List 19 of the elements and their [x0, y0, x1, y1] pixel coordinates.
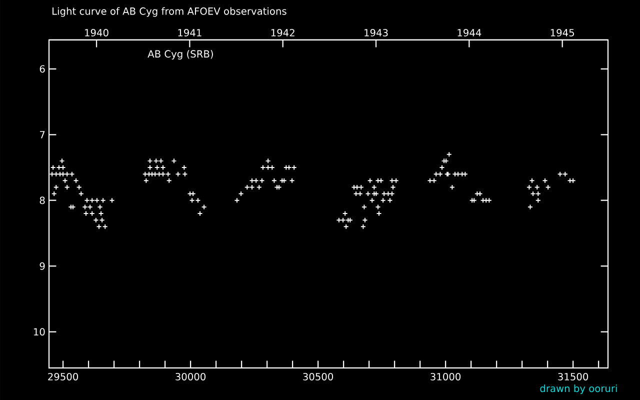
x-tick-label: 30500: [303, 372, 334, 380]
x2-tick-label: 1942: [271, 28, 294, 36]
x2-tick-label: 1945: [550, 28, 574, 36]
y-tick-label: 7: [40, 131, 45, 138]
y-tick-label: 10: [34, 328, 45, 336]
x-tick-label: 31500: [558, 372, 588, 380]
text: drawn by ooruri: [540, 384, 617, 394]
x-tick-label: 31000: [430, 372, 461, 380]
annotation: AB Cyg (SRB): [148, 50, 213, 60]
x2-tick-label: 1941: [178, 28, 202, 36]
x-tick-label: 30000: [176, 372, 206, 380]
x-tick-label: 29500: [48, 372, 78, 380]
y-tick-label: 6: [40, 65, 45, 73]
x2-tick-label: 1944: [458, 28, 482, 36]
x2-tick-label: 1943: [364, 28, 388, 36]
x2-tick-label: 1940: [85, 28, 108, 36]
chart-title: Light curve of AB Cyg from AFOEV observations: [52, 7, 286, 17]
y-tick-label: 9: [40, 262, 45, 270]
y-tick-label: 8: [40, 196, 45, 204]
